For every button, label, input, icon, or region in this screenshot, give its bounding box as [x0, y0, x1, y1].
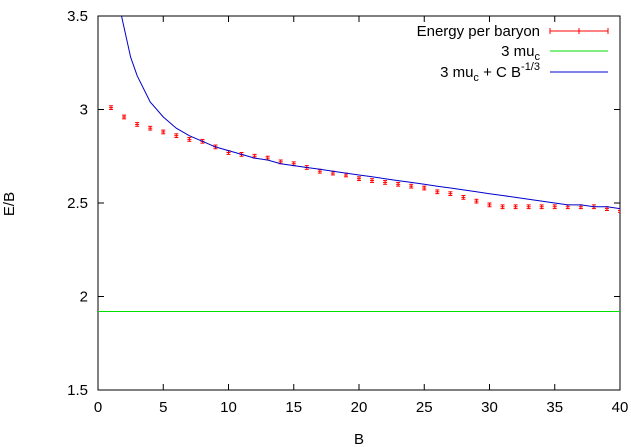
x-tick-label: 15 — [285, 399, 302, 416]
y-tick-label: 2 — [80, 289, 88, 306]
data-point — [552, 204, 557, 210]
data-point — [565, 204, 570, 210]
data-point — [187, 137, 192, 142]
x-tick-labels: 0 5 10 15 20 25 30 35 40 — [94, 399, 629, 416]
data-point — [161, 129, 166, 135]
data-point — [174, 133, 179, 139]
x-tick-label: 30 — [481, 399, 498, 416]
data-point — [618, 208, 620, 213]
data-point — [383, 180, 388, 185]
data-point — [526, 204, 531, 210]
x-tick-label: 40 — [612, 399, 629, 416]
data-point — [474, 198, 479, 204]
x-tick-label: 0 — [94, 399, 102, 416]
legend-label-3muc-base: 3 mu — [501, 43, 534, 60]
axes — [97, 15, 621, 391]
data-point — [109, 105, 114, 110]
legend-label-3muc-sub: c — [535, 51, 541, 63]
data-point — [448, 191, 453, 197]
data-point — [461, 195, 466, 200]
y-tick-label: 3 — [80, 102, 88, 119]
data-point — [122, 114, 127, 120]
y-tick-label: 3.5 — [67, 8, 88, 25]
data-point — [513, 204, 518, 210]
legend-label-energy: Energy per baryon — [417, 23, 540, 40]
data-point — [148, 125, 153, 131]
fit-curve-line — [121, 16, 620, 210]
x-tick-label: 25 — [416, 399, 433, 416]
legend-label-fit-sup: -1/3 — [521, 61, 540, 73]
data-point — [396, 181, 401, 187]
legend-label-fit-mid: + C B — [479, 64, 521, 81]
x-axis-label: B — [354, 431, 364, 447]
x-tick-label: 10 — [220, 399, 237, 416]
legend-label-fit-base: 3 mu — [440, 64, 473, 81]
y-tick-labels: 1.5 2 2.5 3 3.5 — [67, 8, 88, 399]
data-point — [435, 189, 440, 195]
legend-label-3muc: 3 muc — [501, 43, 540, 63]
x-tick-label: 5 — [159, 399, 167, 416]
x-tick-label: 35 — [546, 399, 563, 416]
legend-label-fit: 3 muc + C B-1/3 — [440, 61, 540, 84]
series-layer — [98, 16, 620, 312]
data-point — [539, 204, 544, 210]
data-point — [357, 176, 361, 182]
y-axis-label: E/B — [1, 192, 18, 216]
plot-frame — [97, 15, 621, 391]
y-tick-label: 1.5 — [67, 382, 88, 399]
data-point — [135, 122, 140, 127]
energy-per-baryon-points — [109, 105, 620, 213]
data-point — [487, 202, 492, 208]
data-point — [422, 185, 427, 191]
legend-label-fit-sub: c — [473, 72, 479, 84]
x-tick-label: 20 — [351, 399, 368, 416]
tick-marks — [97, 15, 621, 391]
y-tick-label: 2.5 — [67, 195, 88, 212]
data-point — [370, 178, 375, 183]
data-point — [409, 183, 414, 189]
data-point — [500, 204, 505, 210]
